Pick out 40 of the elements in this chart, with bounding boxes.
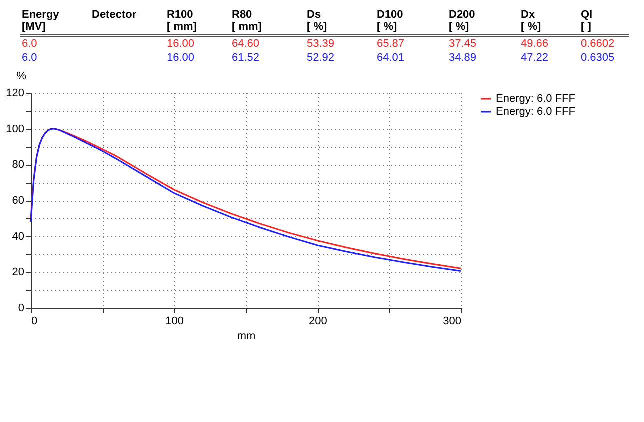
text: QI [ ] bbox=[579, 8, 629, 37]
x-axis-title: mm bbox=[237, 330, 256, 342]
y-tick-label: 0 bbox=[18, 302, 24, 314]
text: 64.60 bbox=[231, 37, 261, 51]
y-tick-label: 40 bbox=[12, 230, 24, 243]
text: 0.6305 bbox=[580, 51, 616, 65]
text: 47.22 bbox=[520, 51, 550, 65]
legend-label: Energy: 6.0 FFF bbox=[496, 106, 576, 118]
text: 6.0 bbox=[21, 51, 38, 65]
text: 52.92 bbox=[306, 51, 336, 65]
legend-label: Energy: 6.0 FFF bbox=[496, 93, 576, 105]
text: R100 [ mm] bbox=[165, 8, 230, 37]
text: D200 [ %] bbox=[447, 8, 519, 37]
text: R80 [ mm] bbox=[230, 8, 305, 37]
y-axis-title: % bbox=[16, 70, 27, 82]
text: 34.89 bbox=[448, 51, 478, 65]
text: 16.00 bbox=[166, 37, 196, 51]
text: D100 [ %] bbox=[375, 8, 447, 37]
text: 65.87 bbox=[376, 37, 406, 51]
text: 49.66 bbox=[520, 37, 550, 51]
x-tick-label: 200 bbox=[308, 316, 328, 328]
text: 53.39 bbox=[306, 37, 336, 51]
x-tick-label: 100 bbox=[166, 316, 184, 328]
text: Dx [ %] bbox=[519, 8, 579, 37]
text: Energy [MV] bbox=[20, 8, 90, 37]
y-tick-label: 60 bbox=[12, 195, 24, 207]
x-tick-label: 300 bbox=[443, 316, 462, 328]
y-tick-label: 80 bbox=[12, 159, 24, 172]
text: 61.52 bbox=[231, 51, 261, 65]
text: 16.00 bbox=[166, 51, 196, 65]
text: 37.45 bbox=[448, 37, 478, 51]
text: 6.0 bbox=[21, 37, 38, 51]
text: Detector bbox=[90, 8, 165, 37]
text: Ds [ %] bbox=[305, 8, 375, 37]
text: 0.6602 bbox=[580, 37, 616, 51]
text: 64.01 bbox=[376, 51, 406, 65]
y-tick-label: 120 bbox=[6, 88, 24, 100]
y-tick-label: 20 bbox=[12, 266, 24, 279]
y-tick-label: 100 bbox=[6, 123, 24, 136]
x-tick-label: 0 bbox=[32, 316, 38, 328]
